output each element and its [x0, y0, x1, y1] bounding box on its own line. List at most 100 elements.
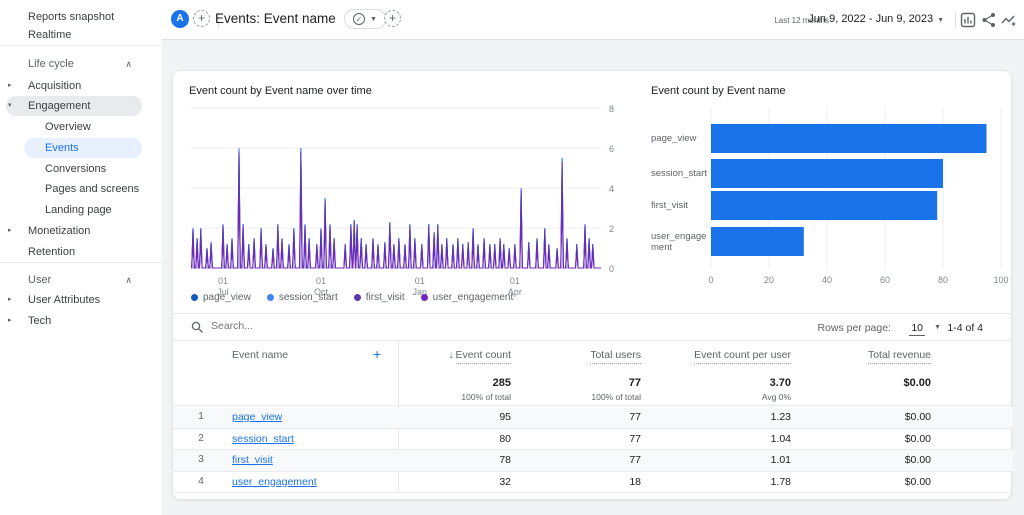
- customize-report-icon[interactable]: [960, 12, 976, 28]
- legend-item-page_view[interactable]: page_view: [191, 292, 251, 303]
- comparison-avatar[interactable]: A: [171, 10, 189, 28]
- total-per-user-sub: Avg 0%: [761, 392, 791, 402]
- sidebar-item-label: Engagement: [28, 100, 91, 112]
- sidebar-item-tech[interactable]: ▸ Tech: [0, 311, 162, 331]
- row-number: 4: [198, 475, 204, 487]
- all-events-chip[interactable]: ✓ ▼: [344, 9, 386, 29]
- cell-per_user: 1.01: [770, 454, 791, 466]
- bar-category-label-session_start: session_start: [651, 168, 707, 179]
- cell-event_count: 78: [499, 454, 511, 466]
- sidebar-item-realtime[interactable]: Realtime: [0, 25, 162, 45]
- expand-arrow-icon[interactable]: ▸: [8, 227, 12, 234]
- chevron-down-icon[interactable]: ▼: [934, 324, 941, 331]
- legend-label: session_start: [278, 292, 338, 303]
- cell-event_count: 80: [499, 432, 511, 445]
- sidebar-item-label: Monetization: [28, 225, 91, 237]
- event-name-link[interactable]: user_engagement: [232, 475, 317, 488]
- total-event-count-sub: 100% of total: [461, 392, 511, 402]
- sidebar-item-events[interactable]: Events: [0, 138, 162, 158]
- insights-icon[interactable]: [1001, 12, 1017, 28]
- bar-x-tick-label: 80: [937, 275, 948, 285]
- legend-item-user_engagement[interactable]: user_engagement: [420, 292, 513, 303]
- y-tick-label: 0: [609, 264, 615, 274]
- search-icon: [191, 321, 203, 333]
- sidebar-item-retention[interactable]: Retention: [0, 242, 162, 262]
- sidebar-item-label: Acquisition: [28, 80, 82, 92]
- y-tick-label: 4: [609, 184, 615, 194]
- add-comparison-button[interactable]: +: [193, 10, 210, 27]
- total-revenue: $0.00: [903, 377, 931, 389]
- table-header-row: Event name + ↓ Event count Total users Ev…: [173, 341, 1013, 371]
- column-header-event-count[interactable]: ↓ Event count: [448, 349, 511, 364]
- bar-x-tick-label: 20: [763, 275, 774, 285]
- event-name-link[interactable]: page_view: [232, 411, 283, 423]
- sidebar-item-conversions[interactable]: Conversions: [0, 159, 162, 179]
- share-icon[interactable]: [981, 12, 997, 28]
- event-count-over-time-chart[interactable]: [191, 107, 601, 271]
- section-collapse-icon[interactable]: ∧: [125, 275, 132, 285]
- bar-first_visit: [711, 191, 938, 220]
- total-users: 77: [628, 377, 641, 389]
- sidebar-item-label: Landing page: [45, 204, 112, 216]
- expand-arrow-icon[interactable]: ▸: [8, 296, 12, 303]
- search-input[interactable]: [211, 320, 471, 332]
- check-circle-icon: ✓: [353, 13, 365, 25]
- event-name-link[interactable]: session_start: [232, 432, 294, 445]
- section-collapse-icon[interactable]: ∧: [125, 59, 132, 69]
- legend-item-session_start[interactable]: session_start: [266, 292, 338, 303]
- sort-descending-icon: ↓: [448, 350, 454, 361]
- expand-arrow-icon[interactable]: ▸: [8, 317, 12, 324]
- cell-revenue: $0.00: [904, 411, 931, 423]
- total-users-sub: 100% of total: [591, 392, 641, 402]
- series-user_engagement: [191, 195, 601, 269]
- column-header-total-users[interactable]: Total users: [590, 349, 641, 364]
- legend-item-first_visit[interactable]: first_visit: [353, 292, 405, 303]
- sidebar-item-user-attributes[interactable]: ▸ User Attributes: [0, 290, 162, 310]
- sidebar-divider: [0, 262, 162, 263]
- cell-total_users: 77: [629, 454, 641, 466]
- sidebar-item-life-cycle[interactable]: Life cycle ∧: [0, 54, 162, 74]
- sidebar-divider: [0, 45, 162, 46]
- series-page_view: [191, 147, 601, 269]
- x-tick-label: 01 Oct: [313, 276, 328, 297]
- rows-per-page-select[interactable]: 10: [909, 322, 925, 336]
- event-count-by-name-chart[interactable]: [710, 108, 1003, 271]
- total-event-count: 285: [492, 377, 511, 389]
- column-header-event-count-per-user[interactable]: Event count per user: [694, 349, 791, 364]
- date-range-picker[interactable]: Jun 9, 2022 - Jun 9, 2023 ▼: [808, 13, 944, 25]
- column-header-total-revenue[interactable]: Total revenue: [867, 349, 931, 364]
- sidebar-item-monetization[interactable]: ▸ Monetization: [0, 221, 162, 241]
- cell-event_count: 32: [499, 475, 511, 488]
- cell-revenue: $0.00: [904, 475, 931, 488]
- column-header-event-name[interactable]: Event name: [232, 349, 289, 361]
- sidebar-item-acquisition[interactable]: ▸ Acquisition: [0, 76, 162, 96]
- add-filter-button[interactable]: +: [384, 10, 401, 27]
- sidebar-item-pages-and-screens[interactable]: Pages and screens: [0, 179, 162, 199]
- sidebar-item-label: Pages and screens: [45, 183, 140, 195]
- total-per-user: 3.70: [769, 377, 791, 389]
- sidebar-item-landing-page[interactable]: Landing page: [0, 200, 162, 220]
- chevron-down-icon: ▼: [370, 15, 377, 23]
- sidebar-item-label: Realtime: [28, 29, 72, 41]
- sidebar-item-overview[interactable]: Overview: [0, 117, 162, 137]
- sidebar-item-user[interactable]: User ∧: [0, 270, 162, 290]
- rows-per-page-label: Rows per page:: [817, 322, 891, 334]
- report-header: A + Events: Event name ✓ ▼ + Last 12 mon…: [162, 0, 1024, 40]
- sidebar-item-engagement[interactable]: ▾ Engagement: [0, 96, 162, 116]
- table-totals-row: 285 100% of total 77 100% of total 3.70 …: [173, 371, 1013, 406]
- chevron-down-icon: ▼: [937, 17, 944, 24]
- expand-arrow-icon[interactable]: ▸: [8, 82, 12, 89]
- expanded-pill: [6, 96, 142, 116]
- sidebar-item-label: User: [28, 274, 52, 286]
- sidebar-item-label: Conversions: [45, 163, 107, 175]
- row-number: 2: [198, 432, 204, 444]
- sidebar-item-reports-snapshot[interactable]: Reports snapshot: [0, 7, 162, 27]
- collapse-arrow-icon[interactable]: ▾: [8, 102, 12, 109]
- sidebar-item-label: Reports snapshot: [28, 11, 115, 23]
- bar-user_engagement: [711, 227, 804, 256]
- cell-per_user: 1.23: [770, 411, 791, 423]
- event-name-link[interactable]: first_visit: [232, 454, 273, 466]
- add-dimension-button[interactable]: +: [373, 346, 382, 362]
- line-chart-legend: page_view session_start first_visit user_en…: [191, 292, 513, 303]
- sidebar-item-label: Tech: [28, 315, 52, 327]
